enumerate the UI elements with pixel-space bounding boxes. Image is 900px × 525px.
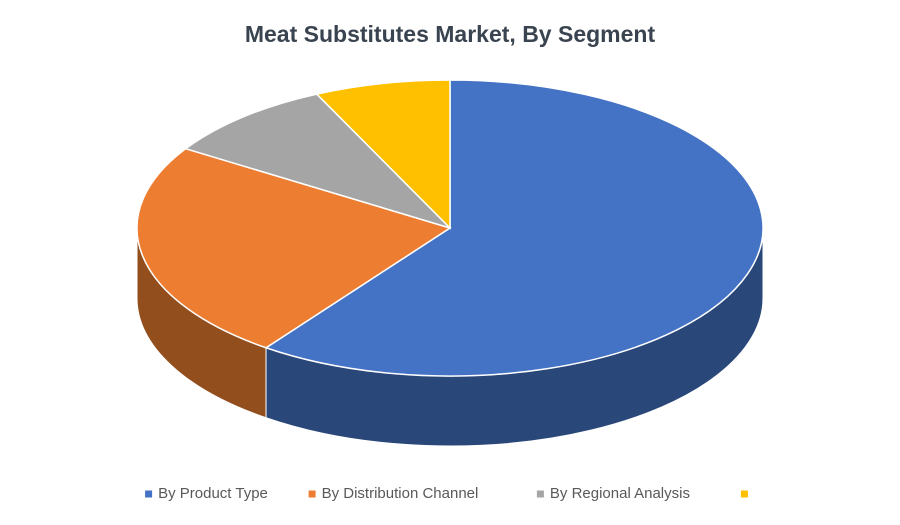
slice (184, 93, 451, 229)
legend-marker (145, 490, 153, 498)
legend-label: By Distribution Channel (322, 485, 479, 502)
slice (136, 147, 452, 349)
legend-label: By Regional Analysis (550, 485, 690, 502)
slice (315, 79, 451, 230)
legend-label: By Product Type (158, 485, 268, 502)
slice (264, 79, 764, 377)
legend-marker (536, 490, 544, 498)
legend-marker (740, 490, 748, 498)
legend-marker (308, 490, 316, 498)
chart-title: Meat Substitutes Market, By Segment (245, 21, 656, 47)
